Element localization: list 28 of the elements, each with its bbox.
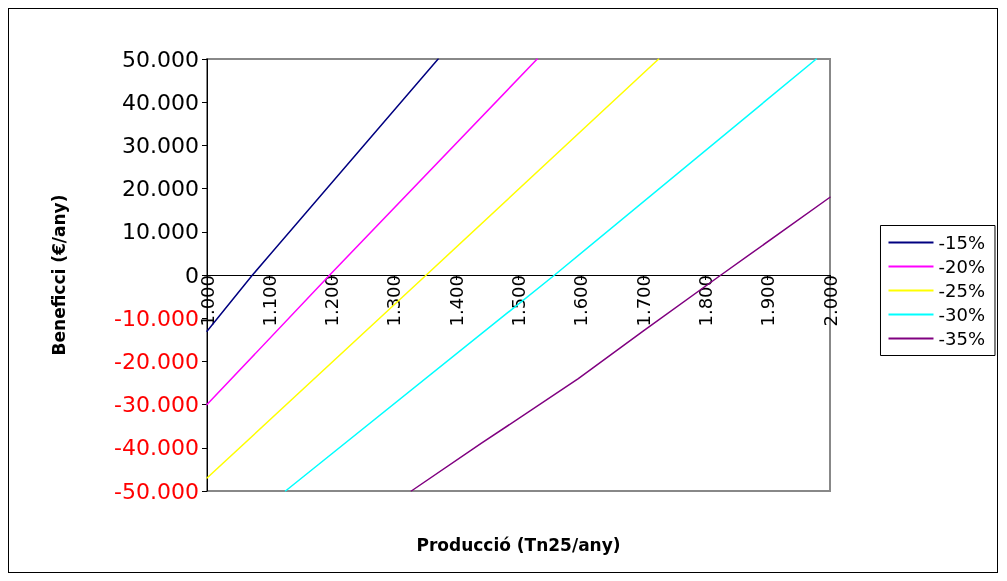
x-tick-label: 1.900 [757,275,779,327]
x-tick-label: 1.700 [632,275,654,327]
y-tick-label: -50.000 [114,478,199,504]
x-tick-label: 1.200 [321,275,343,327]
legend-label: -30% [938,304,986,325]
y-tick-label: -20.000 [114,348,199,374]
legend-label: -15% [938,232,986,253]
legend-label: -35% [938,328,986,349]
y-tick-label: 50.000 [122,46,199,72]
y-tick-label: 40.000 [122,89,199,115]
y-tick-label: 0 [185,262,199,288]
y-tick-label: 20.000 [122,176,199,202]
y-tick-label: -30.000 [114,392,199,418]
x-tick-label: 1.800 [694,275,716,327]
y-tick-label: -40.000 [114,435,199,461]
x-tick-label: 1.600 [570,275,592,327]
x-tick-label: 1.400 [445,275,467,327]
x-axis-title: Producció (Tn25/any) [416,534,621,555]
x-tick-label: 1.100 [258,275,280,327]
x-tick-label: 2.000 [819,275,841,327]
legend-label: -20% [938,256,986,277]
y-tick-label: 30.000 [122,132,199,158]
x-tick-label: 1.300 [383,275,405,327]
y-axis-title: Beneficci (€/any) [48,194,69,356]
y-tick-label: 10.000 [122,219,199,245]
x-tick-label: 1.500 [508,275,529,327]
y-tick-label: -10.000 [114,305,199,331]
legend-label: -25% [938,280,986,301]
